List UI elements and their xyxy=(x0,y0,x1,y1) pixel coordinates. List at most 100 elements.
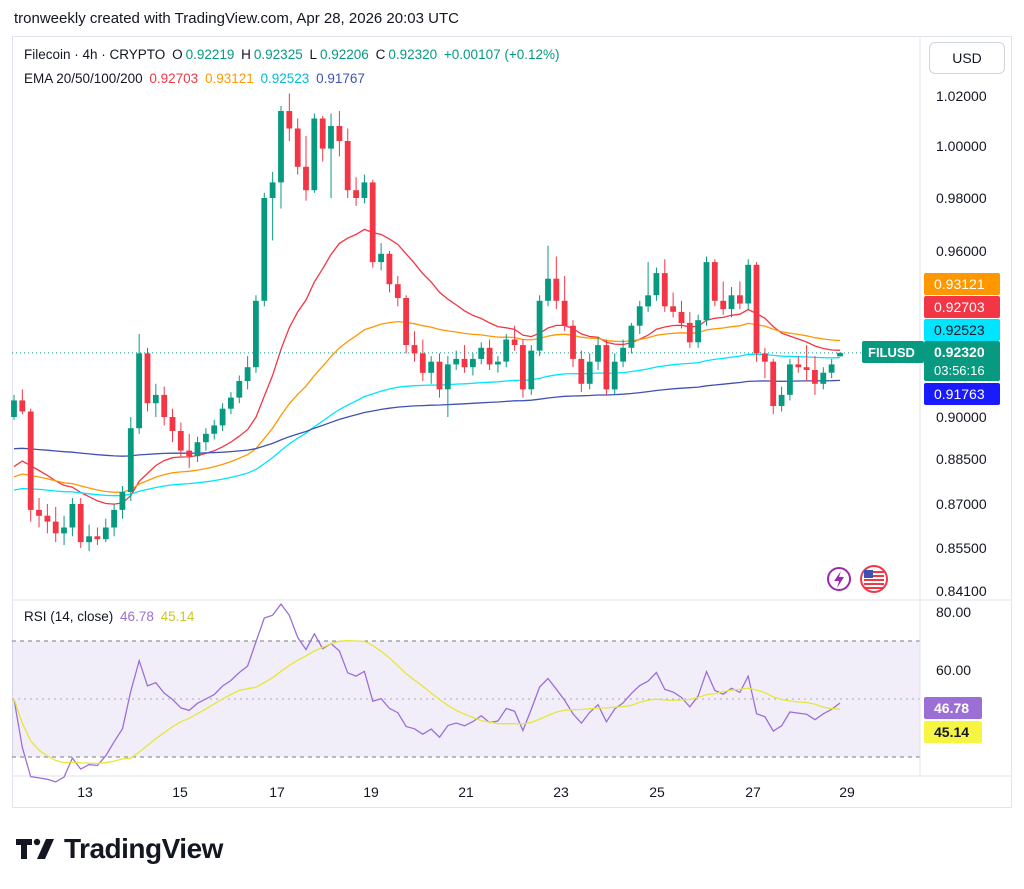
candle-body xyxy=(711,262,718,301)
countdown-text: 03:56:16 xyxy=(934,363,985,378)
candle-body xyxy=(136,353,142,429)
candle xyxy=(219,403,226,431)
candle-body xyxy=(745,264,752,304)
candle-body xyxy=(528,350,535,390)
candle-body xyxy=(369,182,376,263)
low-label: L xyxy=(309,47,317,62)
last-price-text: 0.92320 xyxy=(934,344,985,360)
lightning-icon[interactable] xyxy=(827,567,851,591)
us-flag-icon[interactable] xyxy=(860,565,888,593)
us-flag-stripe xyxy=(864,583,884,585)
candle xyxy=(511,325,518,351)
candle xyxy=(161,386,168,426)
rsi-line xyxy=(13,603,841,783)
ema20-value: 0.92703 xyxy=(149,71,199,86)
candle-body xyxy=(211,425,218,434)
candle-body xyxy=(19,400,26,412)
candle xyxy=(428,356,435,384)
time-tick-label: 15 xyxy=(172,784,188,800)
rsi-legend-label[interactable]: RSI (14, close) xyxy=(24,609,114,624)
candle xyxy=(470,353,476,376)
candle-body xyxy=(578,358,585,384)
ema50-line xyxy=(13,320,841,493)
candle-body xyxy=(661,273,668,307)
chart-attribution: tronweekly created with TradingView.com,… xyxy=(14,10,459,27)
candle xyxy=(319,116,326,162)
tradingview-logo-icon xyxy=(16,838,54,859)
last-price-tag: 0.92320 03:56:16 xyxy=(924,341,1000,381)
candle xyxy=(570,320,576,368)
candle-body xyxy=(653,273,660,296)
close-label: C xyxy=(375,47,386,62)
candle xyxy=(636,300,643,334)
candle-body xyxy=(44,515,51,522)
candle xyxy=(486,339,493,370)
symbol-label[interactable]: Filecoin · 4h · CRYPTO xyxy=(24,47,166,62)
candle xyxy=(436,353,443,398)
candle xyxy=(661,259,668,312)
candle-body xyxy=(403,298,409,345)
time-tick-label: 25 xyxy=(649,784,665,800)
candle xyxy=(770,358,777,415)
time-tick-label: 21 xyxy=(458,784,474,800)
candle xyxy=(69,498,76,537)
candle-body xyxy=(127,428,134,492)
price-tick-label: 0.90000 xyxy=(936,409,987,425)
candle xyxy=(620,339,626,368)
ema100-price-tag: 0.92523 xyxy=(924,319,1000,341)
candle-body xyxy=(36,509,42,516)
candle xyxy=(444,356,451,417)
candle xyxy=(419,339,426,382)
candle xyxy=(561,275,568,332)
candle xyxy=(653,267,660,301)
candle-body xyxy=(486,347,493,365)
currency-button[interactable]: USD xyxy=(929,42,1005,74)
symbol-tag: FILUSD xyxy=(862,341,924,363)
candle xyxy=(203,428,209,451)
candle-body xyxy=(470,358,476,368)
ema50-value: 0.93121 xyxy=(204,71,254,86)
price-tick-label: 0.84100 xyxy=(936,583,987,599)
candle-body xyxy=(236,381,243,398)
last-price-tag-bg xyxy=(924,341,1000,381)
candle-body xyxy=(294,128,301,167)
ema-legend-label[interactable]: EMA 20/50/100/200 xyxy=(24,71,143,86)
candle xyxy=(278,106,284,209)
ema200-price-tag-text: 0.91763 xyxy=(934,386,985,402)
candle-body xyxy=(703,262,710,321)
candle-body xyxy=(203,433,209,443)
candle xyxy=(778,386,785,412)
candle xyxy=(11,394,17,420)
rsi-value-tag-text: 46.78 xyxy=(934,700,969,716)
rsi-ma-value-tag-bg xyxy=(924,721,982,743)
us-flag-stripe xyxy=(864,571,884,573)
candle xyxy=(286,93,293,141)
candle-body xyxy=(394,284,401,298)
candle-body xyxy=(787,364,793,395)
candle xyxy=(194,436,201,462)
candle xyxy=(595,336,601,370)
candle-body xyxy=(453,358,460,365)
candle-body xyxy=(169,417,176,431)
candle-body xyxy=(353,190,359,198)
us-flag-stripe xyxy=(864,575,884,577)
candle xyxy=(603,339,610,395)
price-tick-label: 1.00000 xyxy=(936,138,987,154)
rsi-value-tag: 46.78 xyxy=(924,697,982,719)
candle xyxy=(19,389,26,415)
chart-frame[interactable] xyxy=(12,36,1012,808)
candle xyxy=(795,356,802,373)
candle xyxy=(545,245,551,307)
candle xyxy=(686,311,693,348)
ema200-line xyxy=(13,379,841,457)
candle xyxy=(119,486,126,519)
candle xyxy=(495,356,501,373)
candle-body xyxy=(695,320,701,343)
rsi-ma-value-tag-text: 45.14 xyxy=(934,724,969,740)
candle xyxy=(336,111,343,157)
close-value: 0.92320 xyxy=(388,47,438,62)
tradingview-logo[interactable]: TradingView xyxy=(16,833,223,865)
candle-body xyxy=(378,253,384,263)
candle xyxy=(44,504,51,534)
